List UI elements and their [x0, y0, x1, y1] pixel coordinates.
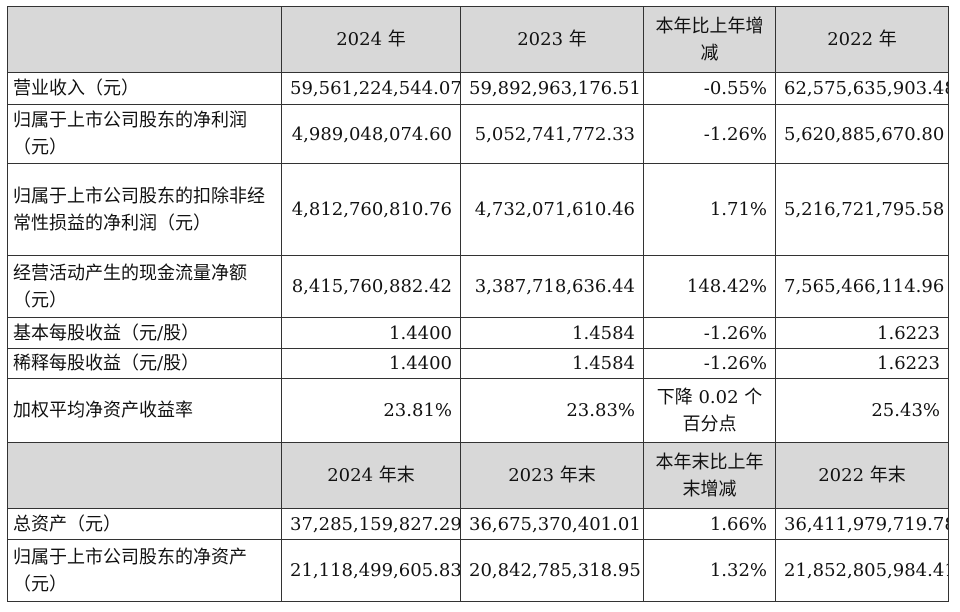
value-2023: 59,892,963,176.51: [460, 72, 644, 105]
row-label: 稀释每股收益（元/股）: [7, 348, 282, 379]
table-row: 归属于上市公司股东的净利润（元） 4,989,048,074.60 5,052,…: [7, 104, 949, 164]
value-2024: 4,812,760,810.76: [281, 163, 461, 256]
header-2022-end: 2022 年末: [775, 442, 949, 509]
value-2024: 37,285,159,827.29: [281, 508, 461, 540]
value-2023: 4,732,071,610.46: [460, 163, 644, 256]
value-2024: 1.4400: [281, 348, 461, 379]
value-2022: 5,620,885,670.80: [775, 104, 949, 164]
header-2022: 2022 年: [775, 6, 949, 73]
value-change: 148.42%: [643, 255, 776, 318]
header-2023-end: 2023 年末: [460, 442, 644, 509]
value-change: -1.26%: [643, 348, 776, 379]
value-change: -1.26%: [643, 317, 776, 349]
value-change: 1.66%: [643, 508, 776, 540]
header-corner-cell: [7, 6, 282, 73]
row-label: 营业收入（元）: [7, 72, 282, 105]
value-2023: 3,387,718,636.44: [460, 255, 644, 318]
header-change: 本年比上年增减: [643, 6, 776, 73]
value-change: -0.55%: [643, 72, 776, 105]
row-label: 归属于上市公司股东的净利润（元）: [7, 104, 282, 164]
table-header-row: 2024 年 2023 年 本年比上年增减 2022 年: [7, 6, 949, 73]
row-label: 加权平均净资产收益率: [7, 378, 282, 443]
value-2023: 1.4584: [460, 317, 644, 349]
value-2024: 4,989,048,074.60: [281, 104, 461, 164]
table-row: 归属于上市公司股东的净资产（元） 21,118,499,605.83 20,84…: [7, 539, 949, 602]
value-2022: 7,565,466,114.96: [775, 255, 949, 318]
header-corner-cell: [7, 442, 282, 509]
row-label: 经营活动产生的现金流量净额（元）: [7, 255, 282, 318]
value-2022: 1.6223: [775, 317, 949, 349]
value-change: 1.32%: [643, 539, 776, 602]
header-2024: 2024 年: [281, 6, 461, 73]
table-header-row: 2024 年末 2023 年末 本年末比上年末增减 2022 年末: [7, 442, 949, 509]
table-row: 基本每股收益（元/股） 1.4400 1.4584 -1.26% 1.6223: [7, 317, 949, 349]
header-2024-end: 2024 年末: [281, 442, 461, 509]
table-row: 经营活动产生的现金流量净额（元） 8,415,760,882.42 3,387,…: [7, 255, 949, 318]
header-2023: 2023 年: [460, 6, 644, 73]
value-2024: 59,561,224,544.07: [281, 72, 461, 105]
value-2022: 1.6223: [775, 348, 949, 379]
value-2023: 20,842,785,318.95: [460, 539, 644, 602]
value-2023: 1.4584: [460, 348, 644, 379]
row-label: 基本每股收益（元/股）: [7, 317, 282, 349]
value-2023: 36,675,370,401.01: [460, 508, 644, 540]
value-2022: 62,575,635,903.48: [775, 72, 949, 105]
value-2022: 5,216,721,795.58: [775, 163, 949, 256]
value-2022: 25.43%: [775, 378, 949, 443]
table-row: 营业收入（元） 59,561,224,544.07 59,892,963,176…: [7, 72, 949, 105]
value-2024: 21,118,499,605.83: [281, 539, 461, 602]
row-label: 归属于上市公司股东的扣除非经常性损益的净利润（元）: [7, 163, 282, 256]
header-change-end: 本年末比上年末增减: [643, 442, 776, 509]
value-change: 下降 0.02 个百分点: [643, 378, 776, 443]
value-2024: 23.81%: [281, 378, 461, 443]
financial-summary-table: 2024 年 2023 年 本年比上年增减 2022 年 营业收入（元） 59,…: [7, 6, 949, 602]
row-label: 归属于上市公司股东的净资产（元）: [7, 539, 282, 602]
value-2022: 36,411,979,719.78: [775, 508, 949, 540]
value-2023: 23.83%: [460, 378, 644, 443]
table-row: 总资产（元） 37,285,159,827.29 36,675,370,401.…: [7, 508, 949, 540]
value-2024: 1.4400: [281, 317, 461, 349]
value-change: -1.26%: [643, 104, 776, 164]
table-row: 稀释每股收益（元/股） 1.4400 1.4584 -1.26% 1.6223: [7, 348, 949, 379]
value-2024: 8,415,760,882.42: [281, 255, 461, 318]
table-row: 归属于上市公司股东的扣除非经常性损益的净利润（元） 4,812,760,810.…: [7, 163, 949, 256]
value-change: 1.71%: [643, 163, 776, 256]
row-label: 总资产（元）: [7, 508, 282, 540]
value-2023: 5,052,741,772.33: [460, 104, 644, 164]
value-2022: 21,852,805,984.41: [775, 539, 949, 602]
table-row: 加权平均净资产收益率 23.81% 23.83% 下降 0.02 个百分点 25…: [7, 378, 949, 443]
